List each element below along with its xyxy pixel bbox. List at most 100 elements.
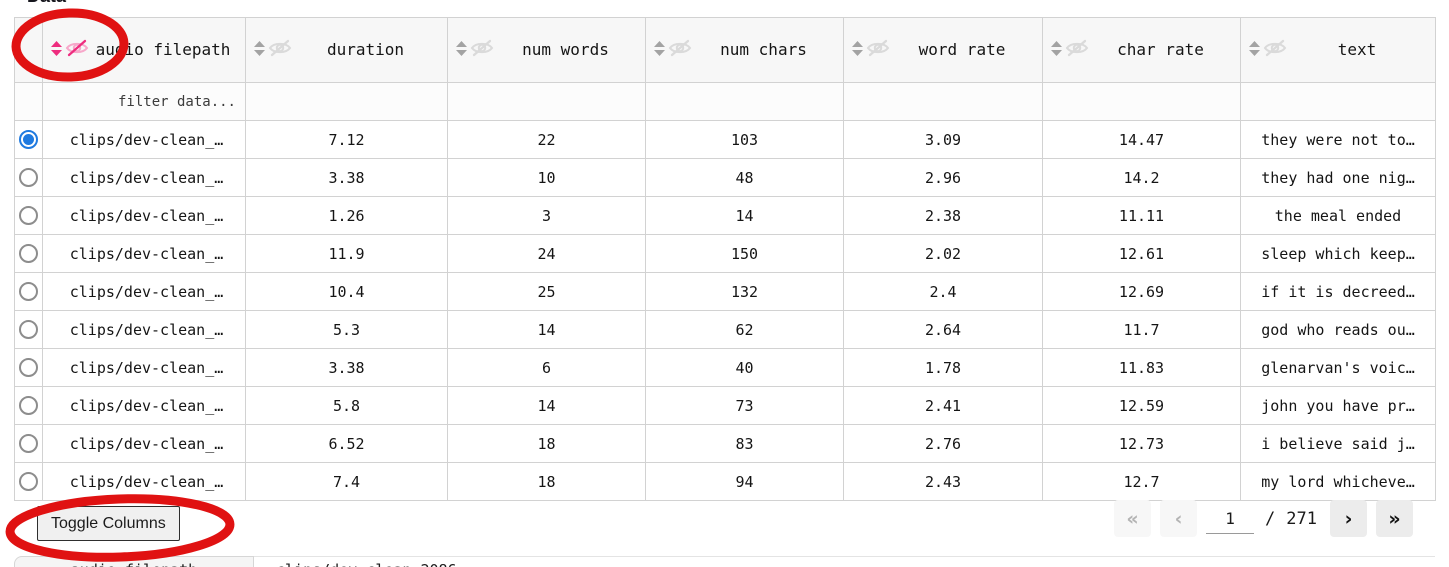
filter-cell-char_rate[interactable] — [1042, 82, 1241, 121]
cell-audio_filepath: clips/dev-clean_… — [42, 196, 246, 235]
cell-audio_filepath: clips/dev-clean_… — [42, 424, 246, 463]
cell-num_chars: 150 — [645, 234, 844, 273]
page-title-text: Data — [27, 0, 147, 7]
filter-input[interactable]: filter data... — [117, 93, 236, 110]
cell-num_words: 3 — [447, 196, 646, 235]
cell-char_rate: 11.83 — [1042, 348, 1241, 387]
column-header-label: text — [1337, 40, 1377, 60]
table-row: clips/dev-clean_… 3.38 6 40 1.78 11.83 glenarv… — [14, 348, 1436, 387]
last-page-button[interactable]: » — [1376, 500, 1413, 537]
cell-word_rate: 3.09 — [843, 120, 1043, 159]
row-select-cell — [14, 120, 43, 159]
cell-char_rate: 12.61 — [1042, 234, 1241, 273]
column-header-label: audio filepath — [95, 40, 231, 60]
hide-column-icon[interactable] — [65, 39, 89, 61]
cell-audio_filepath: clips/dev-clean_… — [42, 120, 246, 159]
column-header-text: text — [1240, 17, 1436, 83]
sort-icon[interactable] — [455, 40, 468, 61]
prev-page-button[interactable]: ‹ — [1160, 500, 1198, 537]
cell-audio_filepath: clips/dev-clean_… — [42, 386, 246, 425]
row-radio[interactable] — [19, 472, 38, 491]
detail-field-value: clips/dev-clean_2086 — [254, 556, 1435, 567]
row-radio[interactable] — [19, 434, 38, 453]
row-radio[interactable] — [19, 358, 38, 377]
cell-duration: 5.8 — [245, 386, 448, 425]
next-page-button[interactable]: › — [1330, 500, 1367, 537]
cell-word_rate: 2.38 — [843, 196, 1043, 235]
cell-word_rate: 2.02 — [843, 234, 1043, 273]
filter-row: filter data... — [14, 82, 1436, 121]
cell-audio_filepath: clips/dev-clean_… — [42, 348, 246, 387]
cell-num_words: 24 — [447, 234, 646, 273]
first-page-button[interactable]: « — [1114, 500, 1152, 537]
cell-num_chars: 73 — [645, 386, 844, 425]
toggle-columns-button[interactable]: Toggle Columns — [37, 506, 180, 541]
cell-duration: 3.38 — [245, 348, 448, 387]
cell-char_rate: 11.11 — [1042, 196, 1241, 235]
filter-cell-audio_filepath[interactable]: filter data... — [42, 82, 246, 121]
cell-text: the meal ended — [1240, 196, 1436, 235]
row-select-cell — [14, 424, 43, 463]
row-radio[interactable] — [19, 396, 38, 415]
page-number-input[interactable] — [1206, 503, 1255, 534]
cell-num_chars: 14 — [645, 196, 844, 235]
detail-field-label: audio filepath — [14, 556, 254, 567]
row-select-cell — [14, 348, 43, 387]
cell-audio_filepath: clips/dev-clean_… — [42, 310, 246, 349]
column-header-word_rate: word rate — [843, 17, 1043, 83]
row-select-cell — [14, 272, 43, 311]
filter-cell-text[interactable] — [1240, 82, 1436, 121]
row-select-cell — [14, 386, 43, 425]
sort-icon[interactable] — [50, 40, 63, 61]
column-controls — [1248, 39, 1287, 61]
total-pages-label: 271 — [1286, 508, 1317, 529]
column-controls — [851, 39, 890, 61]
filter-cell-duration[interactable] — [245, 82, 448, 121]
filter-cell-word_rate[interactable] — [843, 82, 1043, 121]
hide-column-icon[interactable] — [470, 39, 494, 61]
cell-num_words: 10 — [447, 158, 646, 197]
cell-num_chars: 40 — [645, 348, 844, 387]
cell-char_rate: 14.2 — [1042, 158, 1241, 197]
cell-duration: 3.38 — [245, 158, 448, 197]
column-header-label: char rate — [1117, 40, 1204, 60]
sort-icon[interactable] — [1050, 40, 1063, 61]
column-header-label: word rate — [918, 40, 1006, 60]
column-header-label: duration — [326, 40, 405, 60]
table-row: clips/dev-clean_… 1.26 3 14 2.38 11.11 the mea… — [14, 196, 1436, 235]
row-radio[interactable] — [19, 206, 38, 225]
row-radio[interactable] — [19, 244, 38, 263]
row-radio-selected[interactable] — [19, 130, 38, 149]
cell-duration: 5.3 — [245, 310, 448, 349]
hide-column-icon[interactable] — [1263, 39, 1287, 61]
table-row: clips/dev-clean_… 11.9 24 150 2.02 12.61 sleep… — [14, 234, 1436, 273]
column-header-char_rate: char rate — [1042, 17, 1241, 83]
cell-duration: 6.52 — [245, 424, 448, 463]
cell-text: sleep which keep… — [1240, 234, 1436, 273]
cell-text: i believe said j… — [1240, 424, 1436, 463]
hide-column-icon[interactable] — [1065, 39, 1089, 61]
cell-num_words: 22 — [447, 120, 646, 159]
filter-cell-num_words[interactable] — [447, 82, 646, 121]
hide-column-icon[interactable] — [268, 39, 292, 61]
sort-icon[interactable] — [851, 40, 864, 61]
table-row: clips/dev-clean_… 7.12 22 103 3.09 14.47 they … — [14, 120, 1436, 159]
cell-text: they had one nig… — [1240, 158, 1436, 197]
hide-column-icon[interactable] — [866, 39, 890, 61]
table-row: clips/dev-clean_… 10.4 25 132 2.4 12.69 if it … — [14, 272, 1436, 311]
cell-text: if it is decreed… — [1240, 272, 1436, 311]
sort-icon[interactable] — [653, 40, 666, 61]
cell-num_chars: 83 — [645, 424, 844, 463]
data-table: audio filepath duration num words num chars… — [14, 17, 1436, 501]
row-radio[interactable] — [19, 282, 38, 301]
cell-duration: 7.4 — [245, 462, 448, 501]
cell-word_rate: 2.41 — [843, 386, 1043, 425]
hide-column-icon[interactable] — [668, 39, 692, 61]
filter-cell-num_chars[interactable] — [645, 82, 844, 121]
table-row: clips/dev-clean_… 7.4 18 94 2.43 12.7 my lord … — [14, 462, 1436, 501]
row-radio[interactable] — [19, 320, 38, 339]
detail-row: audio filepath clips/dev-clean_2086 — [14, 556, 1435, 567]
sort-icon[interactable] — [1248, 40, 1261, 61]
row-radio[interactable] — [19, 168, 38, 187]
sort-icon[interactable] — [253, 40, 266, 61]
